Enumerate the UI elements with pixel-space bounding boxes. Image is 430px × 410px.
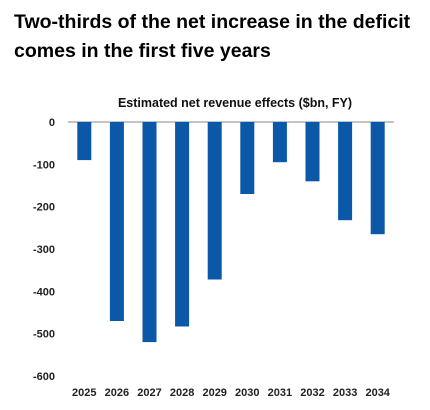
y-tick-label: -400 <box>33 286 55 298</box>
x-axis-ticks: 2025 2026 2027 2028 2029 2030 2031 2032 2033 2034 <box>72 387 391 399</box>
bar-2033 <box>338 122 353 221</box>
bar-2028 <box>175 122 190 327</box>
headline: Two-thirds of the net increase in the de… <box>14 11 411 62</box>
bar-2032 <box>305 122 320 182</box>
bar-2025 <box>77 122 92 161</box>
y-tick-label: -100 <box>33 159 55 171</box>
x-tick-label: 2032 <box>300 387 324 399</box>
bar-2027 <box>142 122 157 343</box>
bar-2031 <box>272 122 287 163</box>
x-tick-label: 2033 <box>333 387 357 399</box>
x-tick-label: 2027 <box>137 387 161 399</box>
y-tick-label: -600 <box>33 371 55 383</box>
x-tick-label: 2034 <box>365 387 390 399</box>
y-tick-label: 0 <box>49 117 55 129</box>
x-tick-label: 2028 <box>170 387 194 399</box>
bar-2029 <box>207 122 222 280</box>
y-tick-label: -500 <box>33 329 55 341</box>
bar-2034 <box>370 122 385 235</box>
chart-title: Estimated net revenue effects ($bn, FY) <box>117 96 353 110</box>
bars-group <box>77 122 385 343</box>
y-axis-ticks: 0 -100 -200 -300 -400 -500 -600 <box>33 117 55 383</box>
x-tick-label: 2025 <box>72 387 96 399</box>
bar-2030 <box>240 122 255 194</box>
x-tick-label: 2029 <box>202 387 226 399</box>
y-tick-label: -300 <box>33 244 55 256</box>
bar-2026 <box>109 122 124 321</box>
x-tick-label: 2026 <box>105 387 129 399</box>
y-tick-label: -200 <box>33 202 55 214</box>
x-tick-label: 2031 <box>268 387 292 399</box>
x-tick-label: 2030 <box>235 387 259 399</box>
